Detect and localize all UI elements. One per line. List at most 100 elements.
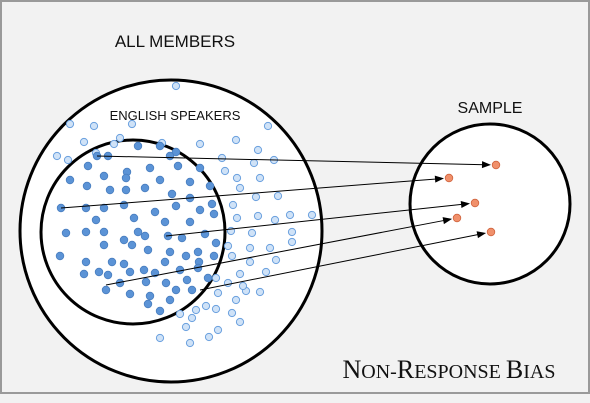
filled-dot — [171, 147, 181, 157]
filled-dot — [121, 173, 131, 183]
hollow-dot — [261, 267, 271, 277]
hollow-dot — [127, 119, 137, 129]
hollow-dot — [89, 121, 99, 131]
filled-dot — [160, 257, 170, 267]
sampling-arrows-group — [60, 155, 492, 291]
filled-dot — [173, 161, 183, 171]
hollow-dot — [235, 269, 245, 279]
filled-dot — [140, 183, 150, 193]
title-part: B — [506, 355, 523, 384]
filled-dot — [81, 257, 91, 267]
filled-dot — [133, 141, 143, 151]
hollow-dot — [227, 251, 237, 261]
filled-dot — [94, 267, 104, 277]
filled-dot — [155, 175, 165, 185]
sampling-arrow-head — [476, 231, 487, 239]
filled-dot — [207, 199, 217, 209]
hollow-dot — [253, 145, 263, 155]
hollow-dot — [191, 305, 201, 315]
sampling-arrow-head — [442, 217, 453, 225]
hollow-dot — [115, 133, 125, 143]
filled-dot — [65, 175, 75, 185]
filled-dot — [91, 215, 101, 225]
hollow-dot — [155, 333, 165, 343]
hollow-dot — [249, 158, 259, 168]
filled-dot — [121, 185, 131, 195]
sample-dot — [486, 227, 496, 237]
hollow-dot — [245, 243, 255, 253]
hollow-dot — [253, 211, 263, 221]
filled-dot — [99, 227, 109, 237]
filled-dot — [150, 207, 160, 217]
filled-dot — [99, 171, 109, 181]
filled-dot — [187, 285, 197, 295]
sample-dots-group — [444, 160, 501, 237]
hollow-dot — [238, 281, 248, 291]
filled-dot — [143, 299, 153, 309]
hollow-dot — [271, 255, 281, 265]
hollow-dot — [231, 295, 241, 305]
hollow-dot — [52, 151, 62, 161]
filled-dot — [103, 270, 113, 280]
filled-dot — [55, 251, 65, 261]
sample-dot — [491, 160, 501, 170]
hollow-dot — [232, 213, 242, 223]
hollow-dot — [263, 121, 273, 131]
filled-dot — [171, 285, 181, 295]
hollow-dots-group — [52, 81, 317, 348]
hollow-dot — [228, 200, 238, 210]
hollow-dot — [285, 210, 295, 220]
filled-dot — [81, 203, 91, 213]
filled-dot — [185, 217, 195, 227]
hollow-dot — [195, 139, 205, 149]
sampling-arrow-line — [165, 203, 465, 237]
sampling-arrow-head — [460, 201, 471, 208]
filled-dot — [129, 213, 139, 223]
hollow-dot — [211, 304, 221, 314]
hollow-dot — [211, 273, 221, 283]
filled-dot — [195, 205, 205, 215]
filled-dot — [145, 291, 155, 301]
filled-dot — [181, 251, 191, 261]
filled-dot — [165, 295, 175, 305]
hollow-dot — [227, 308, 237, 318]
hollow-dot — [181, 322, 191, 332]
hollow-dot — [109, 139, 119, 149]
diagram-title: NON-RESPONSE BIAS — [343, 355, 556, 384]
filled-dot — [185, 177, 195, 187]
hollow-dot — [171, 81, 181, 91]
hollow-dot — [235, 183, 245, 193]
filled-dot — [125, 289, 135, 299]
hollow-dot — [235, 317, 245, 327]
filled-dot — [143, 245, 153, 255]
filled-dot — [171, 201, 181, 211]
hollow-dot — [287, 227, 297, 237]
hollow-dot — [270, 215, 280, 225]
sampling-arrow-head — [481, 161, 492, 169]
title-part: ON- — [361, 361, 397, 383]
filled-dot — [209, 251, 219, 261]
filled-dot — [209, 209, 219, 219]
filled-dot — [125, 267, 135, 277]
filled-dot — [119, 200, 129, 210]
filled-dot — [140, 231, 150, 241]
filled-dot — [119, 259, 129, 269]
sample-dot — [452, 213, 462, 223]
hollow-dot — [255, 287, 265, 297]
sample-dot — [444, 173, 454, 183]
filled-dot — [145, 163, 155, 173]
filled-dot — [101, 285, 111, 295]
population-label: ALL MEMBERS — [115, 32, 235, 51]
filled-dot — [81, 227, 91, 237]
sampling-arrow-head — [434, 175, 445, 183]
title-part: R — [397, 355, 415, 384]
filled-dot — [82, 181, 92, 191]
filled-dot — [107, 257, 117, 267]
subgroup-label: ENGLISH SPEAKERS — [110, 108, 241, 123]
filled-dot — [105, 185, 115, 195]
hollow-dot — [307, 210, 317, 220]
hollow-dot — [265, 243, 275, 253]
hollow-dot — [223, 241, 233, 251]
sampling-arrow-line — [199, 233, 481, 291]
hollow-dot — [175, 309, 185, 319]
